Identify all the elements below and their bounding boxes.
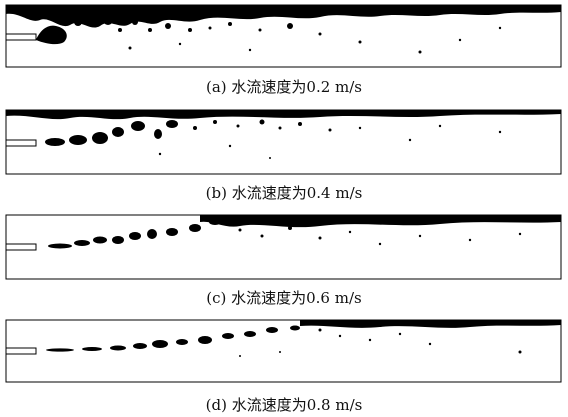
panel-d: (d) 水流速度为0.8 m/s [0,316,568,417]
surface-layer-c [200,215,561,228]
caption-c: (c) 水流速度为0.6 m/s [206,289,362,307]
surface-layer-a [6,5,561,28]
bubbles-c [48,219,522,249]
bubble-a-main [36,25,67,45]
nozzle-a [6,33,37,41]
channel-frame-d [5,319,562,383]
nozzle-b [6,139,37,147]
nozzle-c [6,243,37,251]
flow-image-a [5,4,562,68]
panel-b: (b) 水流速度为0.4 m/s [0,104,568,204]
bubbles-d [46,325,522,357]
flow-image-c [5,214,562,280]
panel-c: (c) 水流速度为0.6 m/s [0,210,568,310]
caption-a: (a) 水流速度为0.2 m/s [205,78,362,96]
panel-a: (a) 水流速度为0.2 m/s [0,0,568,100]
caption-d: (d) 水流速度为0.8 m/s [205,396,363,414]
surface-layer-b [6,110,561,120]
bubbles-b [45,119,502,159]
channel-frame-b [5,109,562,175]
flow-image-b [5,109,562,175]
nozzle-d [6,347,37,355]
flow-image-d [5,319,562,383]
bubbles-a [74,15,502,54]
surface-layer-d [300,320,561,328]
caption-b: (b) 水流速度为0.4 m/s [205,184,363,202]
